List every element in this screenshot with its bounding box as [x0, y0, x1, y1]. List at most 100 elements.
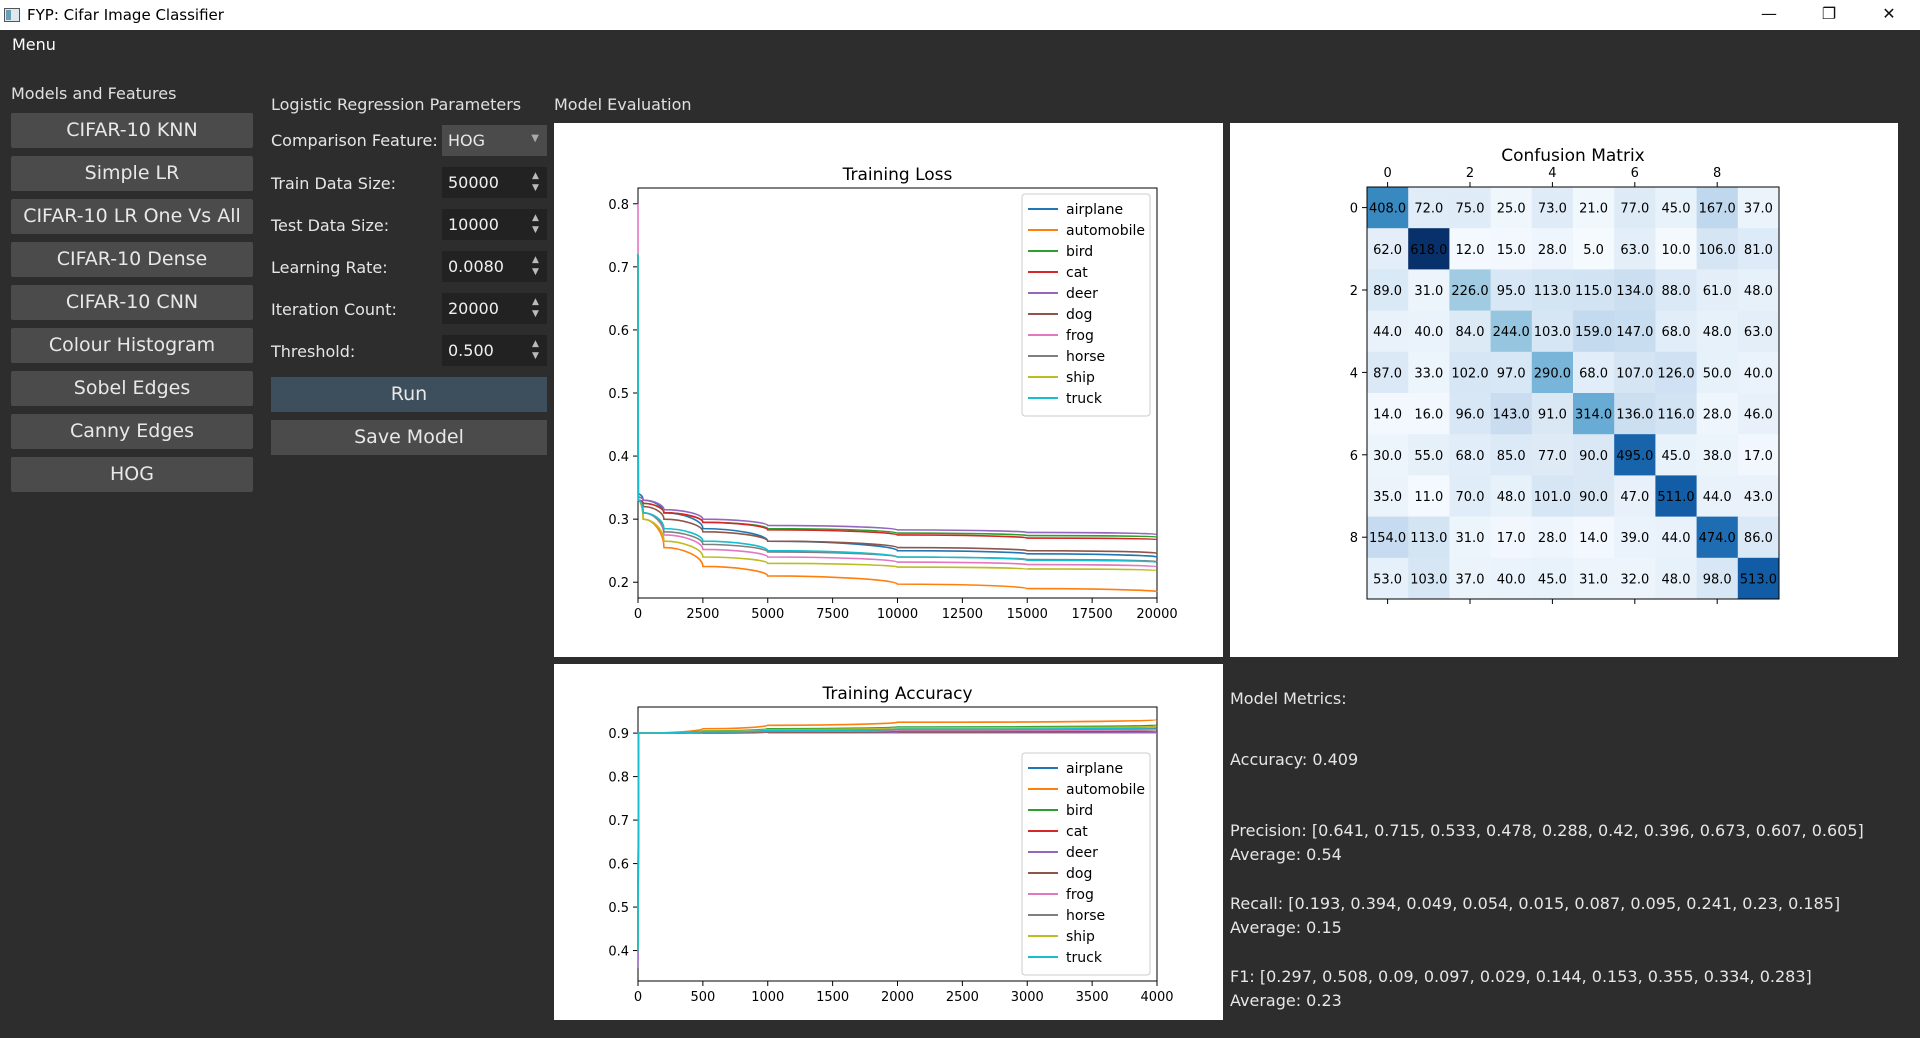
y-tick-label: 6 [1350, 449, 1358, 464]
save-model-button[interactable]: Save Model [271, 420, 547, 455]
sidebar-item-canny-edges[interactable]: Canny Edges [11, 414, 253, 449]
heatmap-cell [1490, 475, 1533, 518]
spin-arrows-icon[interactable]: ▲ ▼ [532, 171, 539, 193]
sidebar-item-colour-histogram[interactable]: Colour Histogram [11, 328, 253, 363]
learning-rate-spinbox[interactable]: 0.0080 ▲ ▼ [442, 251, 547, 282]
sidebar-item-hog[interactable]: HOG [11, 457, 253, 492]
menu-item[interactable]: Menu [12, 35, 56, 54]
cell-value: 511.0 [1657, 490, 1694, 505]
cell-value: 38.0 [1703, 449, 1732, 464]
cell-value: 75.0 [1456, 202, 1485, 217]
spin-arrows-icon[interactable]: ▲ ▼ [532, 213, 539, 235]
cell-value: 44.0 [1373, 325, 1402, 340]
cell-value: 25.0 [1497, 202, 1526, 217]
training-loss-chart: Training Loss 0 2500 5000 7500 10000 12500 1500… [608, 165, 1177, 622]
comparison-feature-select[interactable]: HOG ▼ [442, 125, 547, 156]
heatmap-cell [1614, 475, 1656, 518]
learning-rate-value: 0.0080 [448, 257, 504, 276]
heatmap-cell [1573, 310, 1615, 353]
x-tick-label: 1500 [816, 990, 849, 1005]
heatmap-cell [1655, 269, 1698, 312]
heatmap-cell [1696, 269, 1739, 312]
spin-arrows-icon[interactable]: ▲ ▼ [532, 255, 539, 277]
cell-value: 95.0 [1497, 284, 1526, 299]
cell-value: 77.0 [1538, 449, 1567, 464]
cell-value: 116.0 [1657, 408, 1694, 423]
heatmap-cell [1531, 351, 1574, 394]
iterations-spinbox[interactable]: 20000 ▲ ▼ [442, 293, 547, 324]
heatmap-cell [1737, 310, 1780, 353]
cell-value: 31.0 [1579, 572, 1608, 587]
spin-arrows-icon[interactable]: ▲ ▼ [532, 297, 539, 319]
legend-label: bird [1066, 803, 1093, 819]
heatmap-cell [1573, 228, 1615, 270]
legend-label: deer [1066, 286, 1098, 302]
cell-value: 30.0 [1373, 449, 1402, 464]
heatmap-cell [1490, 516, 1533, 559]
y-tick-label: 0.2 [608, 576, 629, 591]
cell-value: 85.0 [1497, 449, 1526, 464]
cell-value: 43.0 [1744, 490, 1773, 505]
legend-label: bird [1066, 244, 1093, 260]
cell-value: 63.0 [1620, 243, 1649, 258]
run-button[interactable]: Run [271, 377, 547, 412]
sidebar-item-sobel-edges[interactable]: Sobel Edges [11, 371, 253, 406]
cell-value: 40.0 [1497, 572, 1526, 587]
cell-value: 81.0 [1744, 243, 1773, 258]
cell-value: 47.0 [1620, 490, 1649, 505]
y-tick-label: 0.4 [608, 945, 629, 960]
heatmap-cell [1490, 310, 1533, 353]
cell-value: 48.0 [1662, 572, 1691, 587]
cell-value: 11.0 [1414, 490, 1443, 505]
heatmap-cell [1449, 475, 1492, 518]
heatmap-cell [1614, 269, 1656, 312]
x-tick-label: 3000 [1011, 990, 1044, 1005]
cell-value: 48.0 [1744, 284, 1773, 299]
restore-button[interactable]: ❐ [1821, 4, 1837, 23]
test-size-label: Test Data Size: [271, 216, 390, 235]
cell-value: 98.0 [1703, 572, 1732, 587]
accuracy-text: Accuracy: 0.409 [1230, 750, 1359, 769]
cell-value: 147.0 [1616, 325, 1653, 340]
sidebar-item-lr-one-vs-all[interactable]: CIFAR-10 LR One Vs All [11, 199, 253, 234]
legend-label: airplane [1066, 202, 1123, 218]
heatmap-cell [1573, 475, 1615, 518]
minimize-button[interactable]: — [1761, 4, 1777, 23]
heatmap-cell [1490, 187, 1533, 229]
chart-title: Training Accuracy [821, 684, 972, 704]
x-tick-label: 7500 [816, 607, 849, 622]
cell-value: 226.0 [1451, 284, 1488, 299]
y-tick-label: 0.8 [608, 771, 629, 786]
heatmap-cell [1573, 351, 1615, 394]
sidebar-item-cnn[interactable]: CIFAR-10 CNN [11, 285, 253, 320]
cell-value: 90.0 [1579, 490, 1608, 505]
test-size-spinbox[interactable]: 10000 ▲ ▼ [442, 209, 547, 240]
cell-value: 106.0 [1699, 243, 1736, 258]
train-size-spinbox[interactable]: 50000 ▲ ▼ [442, 167, 547, 198]
threshold-spinbox[interactable]: 0.500 ▲ ▼ [442, 335, 547, 366]
heatmap-cell [1737, 187, 1780, 229]
close-button[interactable]: ✕ [1882, 4, 1896, 23]
sidebar-item-simple-lr[interactable]: Simple LR [11, 156, 253, 191]
sidebar-item-dense[interactable]: CIFAR-10 Dense [11, 242, 253, 277]
x-tick-label: 2000 [881, 990, 914, 1005]
cell-value: 68.0 [1456, 449, 1485, 464]
cell-value: 618.0 [1410, 243, 1447, 258]
heatmap-cell [1696, 187, 1739, 229]
heatmap-cell [1573, 269, 1615, 312]
heatmap-cell [1408, 187, 1450, 229]
heatmap-cell [1367, 393, 1409, 435]
cell-value: 136.0 [1616, 408, 1653, 423]
heatmap-cell [1408, 434, 1450, 476]
heatmap-cell [1531, 187, 1574, 229]
cell-value: 314.0 [1575, 408, 1612, 423]
cell-value: 72.0 [1414, 202, 1443, 217]
plot-frame [1366, 186, 1780, 600]
precision-text: Precision: [0.641, 0.715, 0.533, 0.478, … [1230, 821, 1864, 840]
legend-label: horse [1066, 908, 1105, 924]
spin-arrows-icon[interactable]: ▲ ▼ [532, 339, 539, 361]
sidebar-item-knn[interactable]: CIFAR-10 KNN [11, 113, 253, 148]
cell-value: 40.0 [1414, 325, 1443, 340]
heatmap-cell [1490, 393, 1533, 435]
heatmap-cell [1614, 187, 1656, 229]
